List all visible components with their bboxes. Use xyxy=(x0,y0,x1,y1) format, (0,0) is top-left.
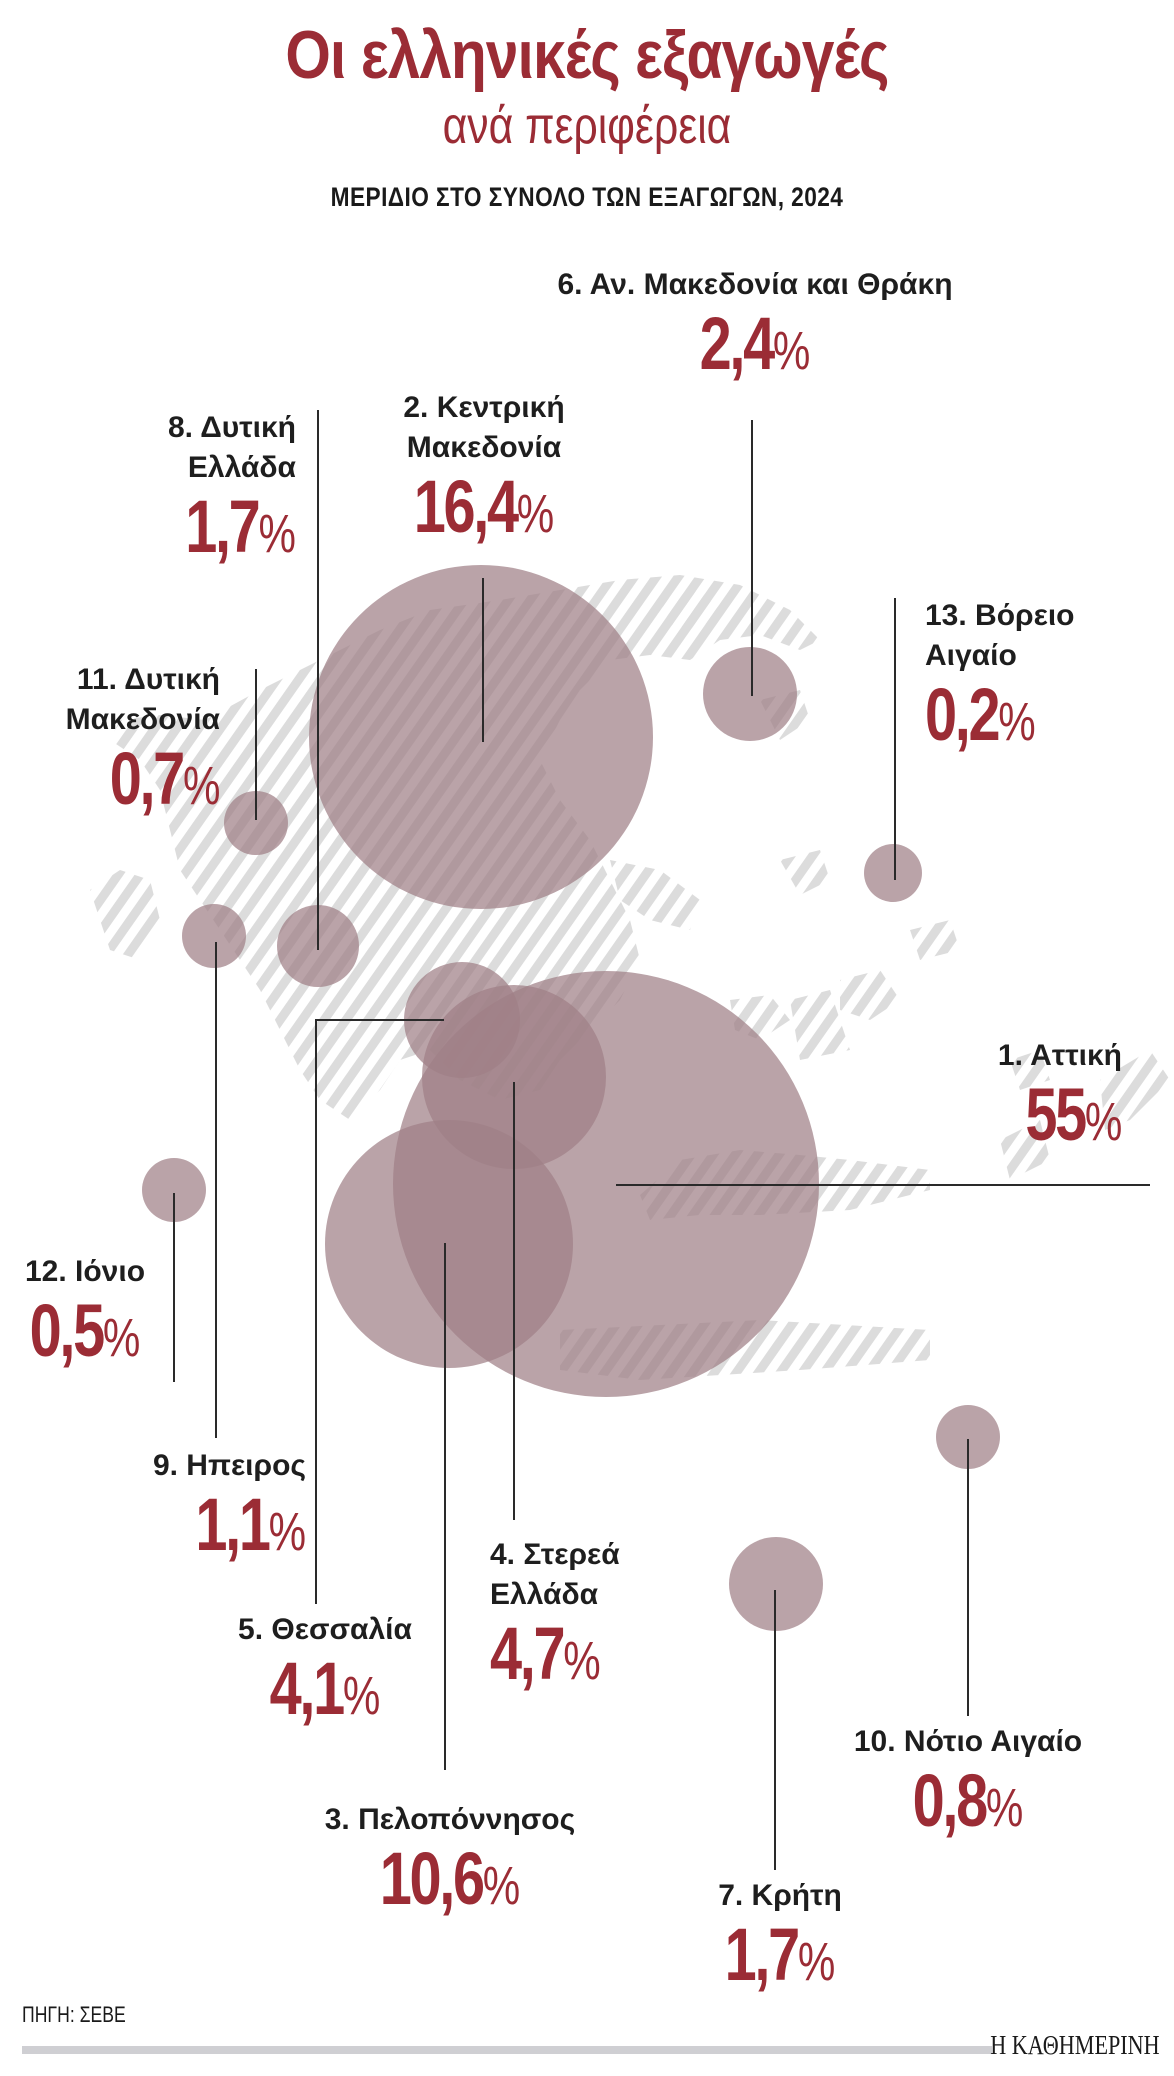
region-value: 4,7% xyxy=(490,1612,601,1695)
region-name-line1: 8. Δυτική xyxy=(167,411,296,444)
label-ipeiros: 9. Ηπειρος 1,1% xyxy=(153,1446,306,1571)
region-value: 0,7% xyxy=(109,737,220,820)
region-name-line1: 13. Βόρειο xyxy=(925,599,1075,632)
region-name: 12. Ιόνιο xyxy=(24,1255,146,1288)
chart-caption: ΜΕΡΙΔΙΟ ΣΤΟ ΣΥΝΟΛΟ ΤΩΝ ΕΞΑΓΩΓΩΝ, 2024 xyxy=(330,182,844,212)
bubble-voreio-aigaio xyxy=(864,844,922,902)
label-kentriki-makedonia: 2. Κεντρική Μακεδονία 16,4% xyxy=(384,388,584,553)
bubbles xyxy=(142,565,1000,1631)
label-voreio-aigaio: 13. Βόρειο Αιγαίο 0,2% xyxy=(925,596,1075,761)
region-value: 0,8% xyxy=(912,1759,1024,1842)
bubble-dytiki-makedonia xyxy=(224,791,288,855)
region-name: 6. Αν. Μακεδονία και Θράκη xyxy=(557,268,953,301)
region-value: 0,5% xyxy=(29,1289,141,1372)
region-name-line2: Αιγαίο xyxy=(925,639,1017,672)
bubble-peloponnisos xyxy=(325,1120,573,1368)
region-name-line2: Μακεδονία xyxy=(65,703,220,736)
label-notio-aigaio: 10. Νότιο Αιγαίο 0,8% xyxy=(828,1722,1108,1847)
region-name: 5. Θεσσαλία xyxy=(238,1613,412,1646)
bubble-ionio xyxy=(142,1158,206,1222)
bubble-ipeiros xyxy=(182,904,246,968)
region-name: 1. Αττική xyxy=(997,1039,1122,1072)
label-attiki: 1. Αττική 55% xyxy=(998,1036,1122,1161)
region-name-line2: Ελλάδα xyxy=(490,1578,599,1611)
region-value: 16,4% xyxy=(413,465,555,548)
publisher-logo: Η ΚΑΘΗΜΕΡΙΝΗ xyxy=(990,2030,1160,2060)
bubble-thessalia xyxy=(404,962,520,1078)
leader-thessalia xyxy=(315,1019,444,1604)
source-note: ΠΗΓΗ: ΣΕΒΕ xyxy=(22,2002,126,2027)
region-value: 4,1% xyxy=(269,1647,381,1730)
region-name: 10. Νότιο Αιγαίο xyxy=(853,1725,1083,1758)
bubble-kentriki-makedonia xyxy=(309,565,653,909)
region-name: 3. Πελοπόννησος xyxy=(324,1803,576,1836)
bubble-an-makedonia-thraki xyxy=(703,647,797,741)
region-name-line1: 11. Δυτική xyxy=(76,663,220,696)
region-value: 10,6% xyxy=(379,1837,521,1920)
region-name-line2: Μακεδονία xyxy=(406,431,562,464)
region-value: 2,4% xyxy=(699,302,811,385)
region-name-line1: 4. Στερεά xyxy=(490,1538,620,1571)
label-peloponnisos: 3. Πελοπόννησος 10,6% xyxy=(300,1800,600,1925)
region-value: 1,7% xyxy=(724,1913,836,1996)
bubble-notio-aigaio xyxy=(936,1405,1000,1469)
bubble-kriti xyxy=(729,1537,823,1631)
label-thessalia: 5. Θεσσαλία 4,1% xyxy=(210,1610,440,1735)
leader-lines xyxy=(173,410,1150,1870)
region-value: 0,2% xyxy=(925,673,1036,756)
label-kriti: 7. Κρήτη 1,7% xyxy=(680,1876,880,2001)
chart-title: Οι ελληνικές εξαγωγές xyxy=(285,17,889,93)
region-name: 7. Κρήτη xyxy=(718,1879,842,1912)
label-dytiki-ellada: 8. Δυτική Ελλάδα 1,7% xyxy=(154,408,296,573)
footer-bar xyxy=(22,2046,992,2054)
label-an-makedonia-thraki: 6. Αν. Μακεδονία και Θράκη 2,4% xyxy=(520,265,990,390)
region-name-line1: 2. Κεντρική xyxy=(403,391,565,424)
chart-subtitle: ανά περιφέρεια xyxy=(442,97,732,155)
label-sterea-ellada: 4. Στερεά Ελλάδα 4,7% xyxy=(490,1535,632,1700)
region-name: 9. Ηπειρος xyxy=(152,1449,306,1482)
label-ionio: 12. Ιόνιο 0,5% xyxy=(10,1252,160,1377)
region-value: 1,7% xyxy=(185,485,296,568)
label-dytiki-makedonia: 11. Δυτική Μακεδονία 0,7% xyxy=(66,660,220,825)
region-name-line2: Ελλάδα xyxy=(187,451,296,484)
region-value: 1,1% xyxy=(195,1483,306,1566)
region-value: 55% xyxy=(1025,1073,1122,1156)
